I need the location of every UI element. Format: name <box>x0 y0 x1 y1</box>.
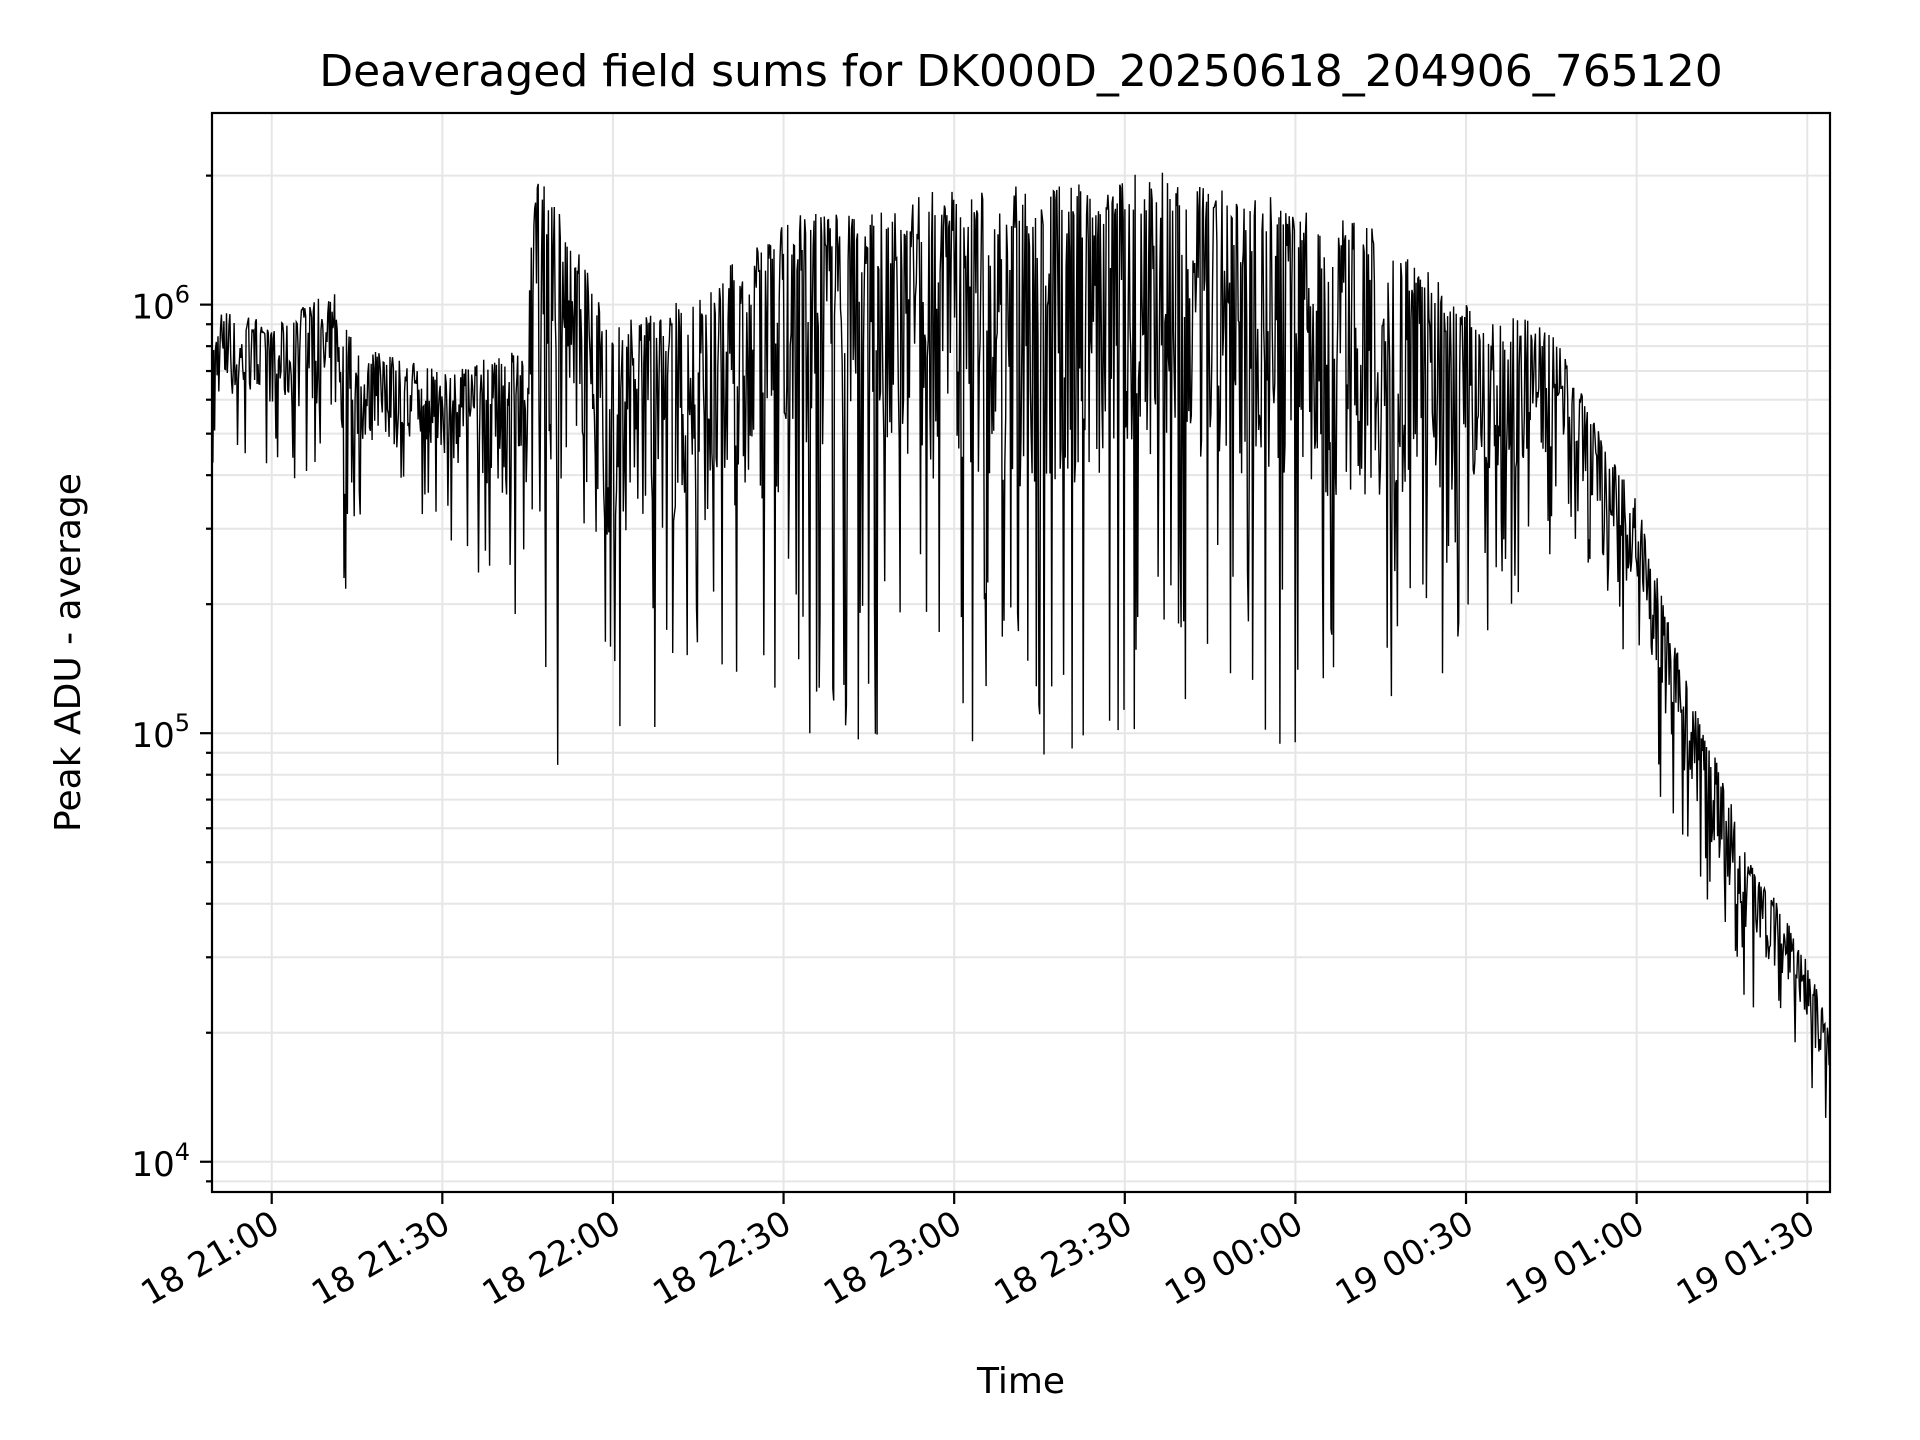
x-tick-label: 18 22:30 <box>646 1203 798 1314</box>
y-axis-title: Peak ADU - average <box>48 473 89 832</box>
x-tick-label: 19 00:00 <box>1158 1203 1310 1314</box>
chart-title: Deaveraged field sums for DK000D_2025061… <box>319 46 1722 97</box>
y-tick-label: 104 <box>131 1138 190 1185</box>
y-tick-label: 106 <box>131 281 190 328</box>
x-tick-labels: 18 21:00 18 21:30 18 22:00 18 22:30 18 23:00… <box>135 1203 1822 1314</box>
x-axis-title: Time <box>976 1361 1065 1402</box>
x-tick-label: 19 00:30 <box>1329 1203 1481 1314</box>
y-tick-labels: 104 105 106 <box>131 281 190 1185</box>
x-tick-label: 18 21:00 <box>135 1203 287 1314</box>
plot-area-frame <box>210 111 1832 1194</box>
y-tick-label: 105 <box>131 709 190 756</box>
series-line <box>211 172 1831 1118</box>
x-tick-label: 18 21:30 <box>305 1203 457 1314</box>
x-tick-label: 18 23:30 <box>988 1203 1140 1314</box>
grid <box>212 113 1830 1192</box>
tick-marks <box>200 174 1809 1204</box>
x-tick-label: 18 23:00 <box>817 1203 969 1314</box>
x-tick-label: 19 01:00 <box>1499 1203 1651 1314</box>
x-tick-label: 19 01:30 <box>1670 1203 1822 1314</box>
x-tick-label: 18 22:00 <box>476 1203 628 1314</box>
series-layer <box>211 172 1831 1118</box>
